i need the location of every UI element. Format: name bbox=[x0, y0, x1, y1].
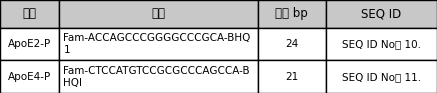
Text: Fam-CTCCATGTCCGCGCCCAGCCA-B
HQI: Fam-CTCCATGTCCGCGCCCAGCCA-B HQI bbox=[63, 66, 250, 88]
Text: 24: 24 bbox=[285, 39, 298, 49]
Bar bbox=[326, 28, 437, 60]
Bar bbox=[59, 60, 258, 93]
Text: ApoE2-P: ApoE2-P bbox=[8, 39, 51, 49]
Bar bbox=[0, 0, 59, 28]
Text: SEQ ID No： 10.: SEQ ID No： 10. bbox=[342, 39, 421, 49]
Bar bbox=[0, 60, 59, 93]
Text: 序列: 序列 bbox=[151, 7, 166, 20]
Bar bbox=[0, 28, 59, 60]
Text: SEQ ID No： 11.: SEQ ID No： 11. bbox=[342, 72, 421, 82]
Text: ApoE4-P: ApoE4-P bbox=[8, 72, 51, 82]
Text: SEQ ID: SEQ ID bbox=[361, 7, 402, 20]
Text: 名称: 名称 bbox=[22, 7, 37, 20]
Bar bbox=[326, 0, 437, 28]
Bar bbox=[326, 60, 437, 93]
Text: Fam-ACCAGCCCGGGGCCCGCA-BHQ
1: Fam-ACCAGCCCGGGGCCCGCA-BHQ 1 bbox=[63, 33, 251, 55]
Bar bbox=[258, 60, 326, 93]
Text: 长度 bp: 长度 bp bbox=[275, 7, 308, 20]
Bar bbox=[59, 0, 258, 28]
Text: 21: 21 bbox=[285, 72, 298, 82]
Bar bbox=[258, 28, 326, 60]
Bar bbox=[258, 0, 326, 28]
Bar bbox=[59, 28, 258, 60]
